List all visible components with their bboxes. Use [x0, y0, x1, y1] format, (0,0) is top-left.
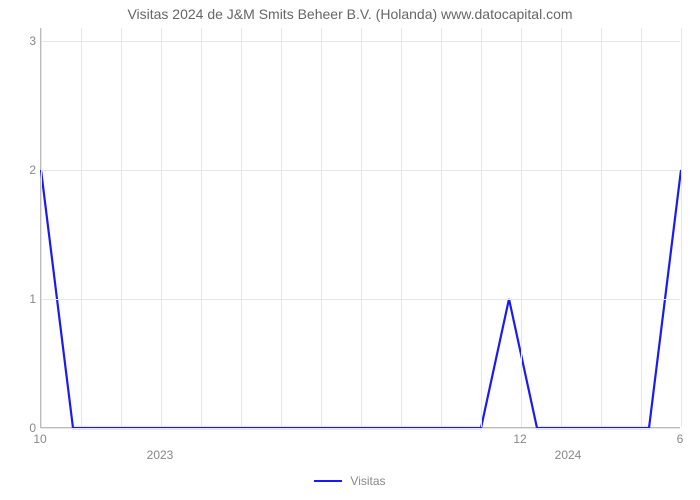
x-tick-label: 10: [33, 432, 46, 446]
gridline-vertical: [601, 28, 602, 427]
gridline-vertical: [241, 28, 242, 427]
gridline-vertical: [481, 28, 482, 427]
gridline-vertical: [161, 28, 162, 427]
gridline-vertical: [81, 28, 82, 427]
gridline-horizontal: [41, 299, 680, 300]
x-tick-label: 12: [513, 432, 526, 446]
gridline-vertical: [321, 28, 322, 427]
gridline-vertical: [361, 28, 362, 427]
chart-title: Visitas 2024 de J&M Smits Beheer B.V. (H…: [0, 6, 700, 22]
legend-swatch: [314, 480, 342, 482]
gridline-horizontal: [41, 170, 680, 171]
x-year-label: 2023: [147, 448, 174, 462]
gridline-horizontal: [41, 41, 680, 42]
plot-area: [40, 28, 680, 428]
gridline-vertical: [521, 28, 522, 427]
y-tick-label: 3: [16, 34, 36, 48]
legend-label: Visitas: [350, 474, 385, 488]
gridline-vertical: [561, 28, 562, 427]
gridline-horizontal: [41, 428, 680, 429]
x-tick-label: 6: [677, 432, 684, 446]
y-tick-label: 2: [16, 163, 36, 177]
gridline-vertical: [641, 28, 642, 427]
gridline-vertical: [201, 28, 202, 427]
y-tick-label: 1: [16, 292, 36, 306]
gridline-vertical: [41, 28, 42, 427]
gridline-vertical: [281, 28, 282, 427]
gridline-vertical: [441, 28, 442, 427]
gridline-vertical: [121, 28, 122, 427]
gridline-vertical: [401, 28, 402, 427]
x-year-label: 2024: [555, 448, 582, 462]
gridline-vertical: [681, 28, 682, 427]
legend: Visitas: [0, 474, 700, 488]
